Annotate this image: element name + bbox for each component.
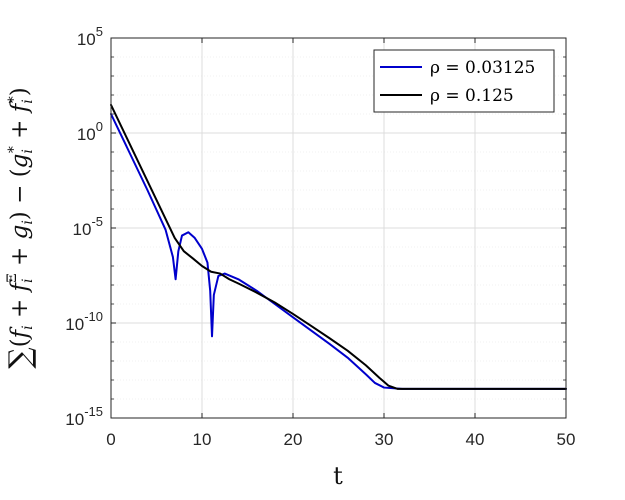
x-tick-label: 10: [193, 430, 212, 449]
x-tick-label: 30: [375, 430, 394, 449]
x-axis-title: t: [333, 462, 343, 490]
y-tick-label: 10-5: [73, 214, 103, 239]
series-layer: [110, 103, 567, 390]
y-tick-label: 10-10: [65, 309, 103, 334]
svg-text:∑(fi + fiΞ + gi) − (gi* + fi*): ∑(fi + fiΞ + gi) − (gi* + fi*): [3, 87, 38, 369]
y-tick-labels: 10-15 10-10 10-5 100 105: [65, 24, 103, 429]
axis-ticks: [110, 37, 567, 419]
legend-label-rho-0-125: ρ = 0.125: [430, 86, 514, 106]
series-line-rho-0-125: [110, 103, 567, 390]
series-line-rho-0-03125: [110, 113, 567, 390]
legend: ρ = 0.03125 ρ = 0.125: [373, 49, 555, 113]
y-axis-title: ∑(fi + fiΞ + gi) − (gi* + fi*): [3, 87, 38, 369]
minor-grid: [111, 56, 566, 400]
x-tick-label: 0: [106, 430, 115, 449]
x-tick-label: 40: [466, 430, 485, 449]
x-tick-label: 20: [284, 430, 303, 449]
y-tick-label: 100: [77, 119, 103, 144]
y-tick-label: 105: [77, 24, 103, 49]
y-tick-label: 10-15: [65, 404, 103, 429]
x-tick-labels: 0 10 20 30 40 50: [106, 430, 575, 449]
x-tick-label: 50: [557, 430, 576, 449]
legend-label-rho-0-03125: ρ = 0.03125: [430, 58, 535, 78]
legend-box: [373, 49, 555, 113]
